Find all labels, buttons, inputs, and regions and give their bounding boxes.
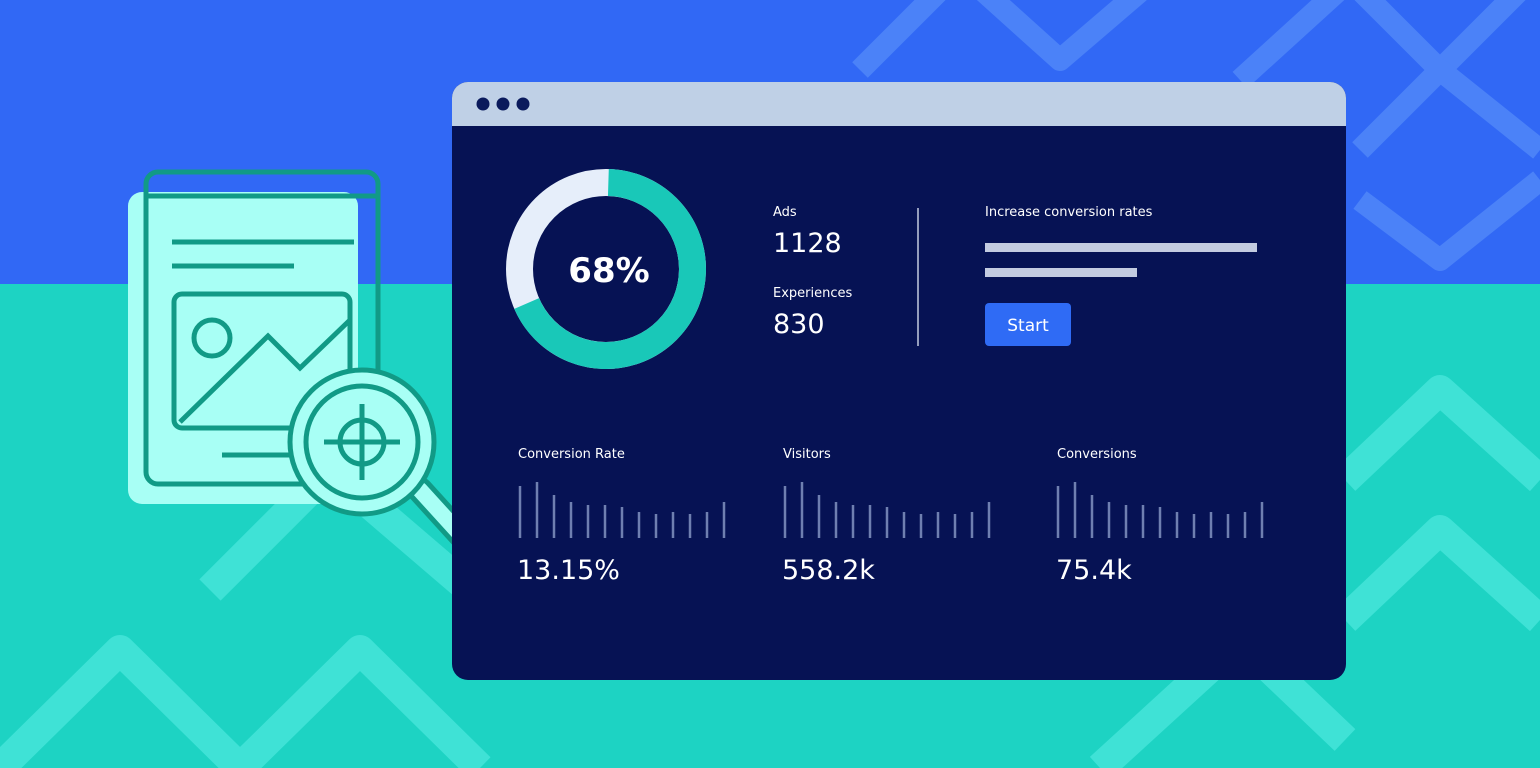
cta-title: Increase conversion rates xyxy=(985,205,1153,220)
start-button-label[interactable]: Start xyxy=(1007,316,1049,336)
placeholder-line xyxy=(985,243,1257,252)
stat-label: Ads xyxy=(773,205,797,220)
stat-value: 830 xyxy=(773,309,825,340)
metric-value: 558.2k xyxy=(782,555,875,586)
metric-value: 75.4k xyxy=(1056,555,1132,586)
gauge-label: 68% xyxy=(568,251,649,291)
metric: Visitors 558.2k xyxy=(782,447,991,586)
metric-label: Visitors xyxy=(783,447,831,462)
stat-value: 1128 xyxy=(773,228,842,259)
gauge-arc xyxy=(506,169,706,369)
stat-label: Experiences xyxy=(773,286,852,301)
metric-label: Conversion Rate xyxy=(518,447,625,462)
metric: Conversions 75.4k xyxy=(1056,447,1264,586)
placeholder-line xyxy=(985,268,1137,277)
bg-zigzag-top xyxy=(852,0,1540,271)
metric: Conversion Rate 13.15% xyxy=(517,447,726,586)
metric-label: Conversions xyxy=(1057,447,1137,462)
metric-value: 13.15% xyxy=(517,555,620,586)
document-icon xyxy=(128,169,483,558)
start-button[interactable] xyxy=(985,303,1071,346)
